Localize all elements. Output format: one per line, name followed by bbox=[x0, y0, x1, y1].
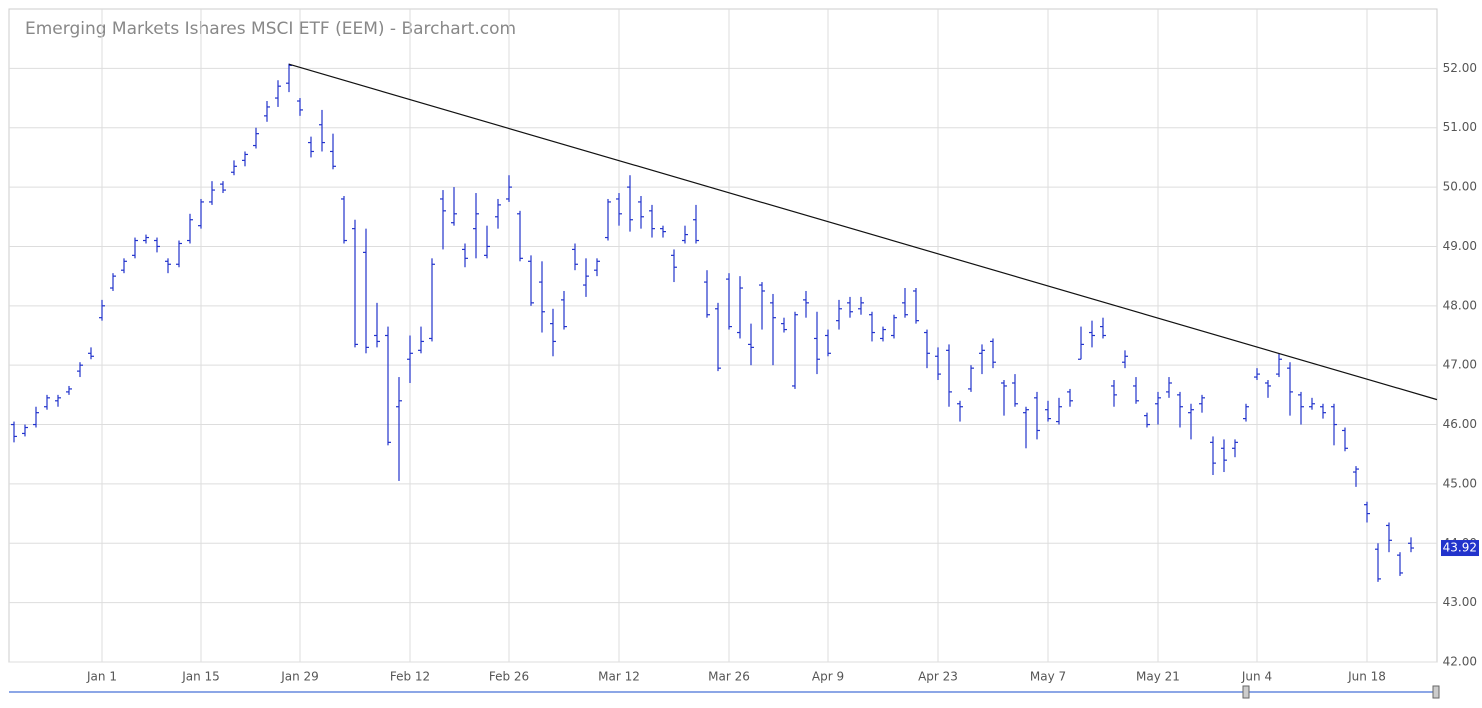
x-tick-label: Apr 9 bbox=[812, 670, 844, 684]
y-tick-label: 49.00 bbox=[1443, 239, 1477, 253]
y-tick-label: 48.00 bbox=[1443, 298, 1477, 312]
y-tick-label: 42.00 bbox=[1443, 655, 1477, 669]
x-tick-label: Mar 26 bbox=[708, 670, 750, 684]
y-tick-label: 50.00 bbox=[1443, 180, 1477, 194]
x-tick-label: Feb 12 bbox=[390, 670, 430, 684]
plot-frame bbox=[8, 8, 1438, 663]
last-price-label: 43.92 bbox=[1443, 541, 1477, 555]
trend-line bbox=[288, 63, 1438, 401]
x-tick-label: Apr 23 bbox=[918, 670, 958, 684]
x-tick-label: Jun 4 bbox=[1241, 670, 1272, 684]
y-tick-label: 46.00 bbox=[1443, 417, 1477, 431]
y-tick-label: 43.00 bbox=[1443, 595, 1477, 609]
scroll-handle[interactable] bbox=[1432, 685, 1440, 699]
x-tick-label: May 7 bbox=[1030, 670, 1066, 684]
scroll-handle[interactable] bbox=[1242, 685, 1250, 699]
y-tick-label: 52.00 bbox=[1443, 61, 1477, 75]
x-tick-label: Feb 26 bbox=[489, 670, 529, 684]
x-tick-label: Jan 29 bbox=[280, 670, 319, 684]
x-tick-label: Jan 1 bbox=[86, 670, 117, 684]
x-tick-label: May 21 bbox=[1136, 670, 1180, 684]
y-tick-label: 51.00 bbox=[1443, 120, 1477, 134]
x-tick-label: Jun 18 bbox=[1347, 670, 1386, 684]
chart-title: Emerging Markets Ishares MSCI ETF (EEM) … bbox=[25, 19, 516, 39]
y-tick-label: 47.00 bbox=[1443, 358, 1477, 372]
last-price-box bbox=[1441, 540, 1479, 557]
x-tick-label: Mar 12 bbox=[598, 670, 640, 684]
x-tick-label: Jan 15 bbox=[181, 670, 220, 684]
y-tick-label: 45.00 bbox=[1443, 476, 1477, 490]
